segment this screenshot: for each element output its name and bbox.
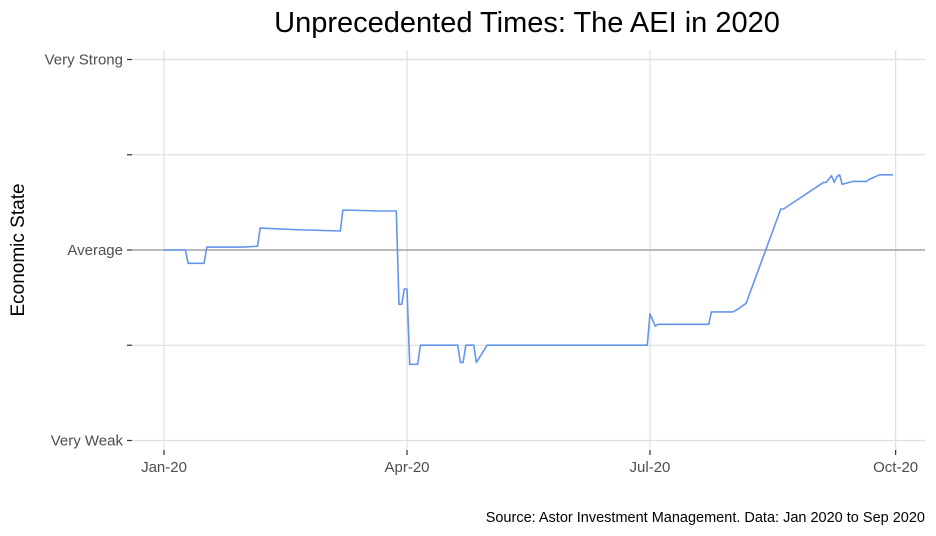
y-axis: Very Weak Average Very Strong — [45, 52, 132, 449]
y-tick-label-4: Very Strong — [45, 52, 123, 69]
aei-series-line — [164, 174, 893, 366]
x-tick-label-2: Jul-20 — [630, 459, 671, 476]
x-axis: Jan-20 Apr-20 Jul-20 Oct-20 — [141, 450, 918, 476]
chart-caption: Source: Astor Investment Management. Dat… — [486, 510, 925, 526]
x-tick-label-1: Apr-20 — [384, 459, 429, 476]
y-tick-label-0: Very Weak — [51, 432, 124, 449]
x-tick-label-0: Jan-20 — [141, 459, 187, 476]
y-axis-title: Economic State — [8, 183, 29, 316]
y-tick-label-2: Average — [67, 242, 123, 259]
x-tick-label-3: Oct-20 — [873, 459, 918, 476]
chart-title: Unprecedented Times: The AEI in 2020 — [274, 7, 780, 39]
